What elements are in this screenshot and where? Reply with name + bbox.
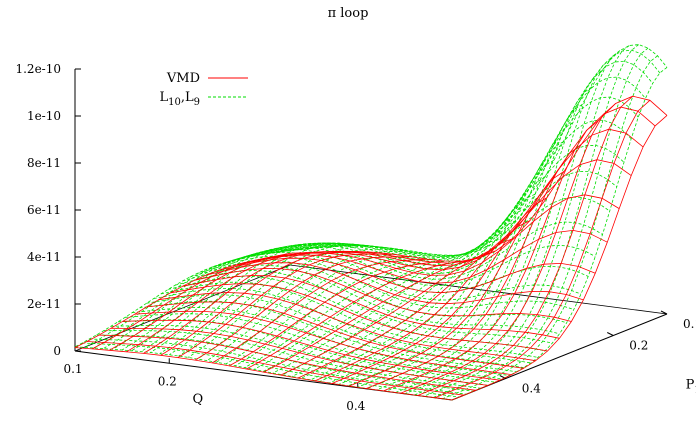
chart-title: π loop [327, 6, 369, 21]
p-tick-label: 0.4 [522, 382, 541, 396]
mesh-line-q [348, 141, 564, 387]
mesh-line-q [331, 197, 548, 384]
mesh-line-p [289, 44, 668, 256]
mesh-line-p [278, 106, 656, 264]
mesh-line-q [74, 250, 291, 348]
mesh-line-q [84, 249, 300, 348]
mesh-line-q [395, 59, 611, 393]
mesh-line-p [254, 119, 632, 263]
mesh-line-q [143, 251, 359, 354]
mesh-line-q [93, 248, 309, 349]
mesh-line-q [126, 250, 342, 353]
mesh-line-q [211, 258, 428, 364]
mesh-line-q [301, 220, 517, 379]
mesh-line-p [182, 275, 560, 339]
mesh-line-q [194, 256, 411, 361]
mesh-line-p [103, 330, 481, 389]
mesh-line-p [239, 170, 618, 270]
mesh-line-q [434, 100, 651, 399]
q-tick-label: 0.2 [158, 374, 177, 388]
mesh-line-p [268, 76, 646, 259]
mesh-line-q [160, 251, 376, 356]
mesh-line-q [187, 246, 404, 358]
mesh-line-p [158, 292, 536, 362]
mesh-line-q [442, 55, 658, 400]
mesh-line-q [404, 50, 621, 395]
surface-series-vmd [74, 95, 668, 401]
mesh-line-q [314, 220, 531, 382]
mesh-line-q [383, 120, 599, 392]
q-tick-label: 0.4 [346, 399, 365, 413]
mesh-line-p [261, 96, 639, 260]
mesh-line-q [291, 231, 507, 377]
legend: VMD L10,L9 [159, 71, 248, 108]
z-tick-label: 1e-10 [27, 109, 61, 123]
mesh-line-q [310, 208, 526, 381]
mesh-line-q [366, 144, 582, 389]
mesh-line-q [280, 250, 496, 376]
p-tick-mark [660, 310, 668, 315]
mesh-line-p [153, 287, 531, 364]
q-tick-label: 0.1 [63, 362, 82, 376]
q-axis-title: Q [192, 392, 203, 407]
z-tick-label: 6e-11 [27, 203, 61, 217]
mesh-line-q [400, 103, 616, 394]
mesh-line-q [451, 67, 668, 401]
mesh-line-q [263, 257, 479, 373]
mesh-line-p [225, 221, 603, 280]
legend-label: VMD [166, 71, 200, 86]
p-tick-mark [607, 332, 614, 336]
mesh-line-q [329, 177, 545, 384]
mesh-line-q [206, 251, 423, 361]
z-tick-label: 2e-11 [27, 297, 61, 311]
mesh-line-p [98, 334, 476, 391]
mesh-line-q [112, 246, 328, 350]
legend-label: L10,L9 [159, 90, 200, 108]
mesh-line-p [289, 95, 668, 262]
mesh-line-p [74, 347, 453, 401]
mesh-line-p [232, 196, 610, 274]
mesh-line-q [131, 243, 347, 352]
mesh-line-q [229, 260, 445, 367]
mesh-line-q [178, 244, 394, 357]
mesh-line-p [189, 260, 567, 324]
mesh-line-q [349, 170, 565, 387]
p-axis-title: P1 = P2 [686, 378, 696, 396]
mesh-line-q [282, 239, 498, 376]
mesh-line-q [246, 260, 462, 370]
mesh-line-q [451, 115, 668, 401]
mesh-line-q [319, 193, 536, 382]
mesh-line-q [177, 253, 393, 358]
z-tick-label: 8e-11 [27, 156, 61, 170]
z-tick-label: 4e-11 [27, 250, 61, 264]
z-tick-label: 0 [53, 344, 61, 358]
mesh-line-p [82, 342, 460, 398]
mesh-line-p [125, 313, 503, 380]
mesh-line-p [175, 269, 553, 344]
mesh-line-q [159, 242, 375, 354]
mesh-line-q [74, 252, 291, 348]
mesh-line-q [297, 238, 513, 379]
mesh-line-p [196, 255, 574, 310]
mesh-line-q [234, 254, 451, 367]
mesh-line-q [263, 250, 479, 372]
mesh-line-p [282, 49, 661, 257]
p-tick-label: 0.2 [629, 339, 648, 353]
mesh-line-p [275, 60, 654, 257]
labels-layer: 0 2e-11 4e-11 6e-11 8e-11 1e-10 1.2e-10 0.1 0.2 0… [15, 62, 696, 413]
p-tick-label: 0.1 [683, 317, 696, 331]
mesh-line-q [417, 95, 633, 396]
z-tick-label: 1.2e-10 [15, 62, 61, 76]
mesh-line-q [169, 243, 385, 356]
mesh-line-q [253, 253, 470, 370]
mesh-line-p [117, 319, 496, 383]
mesh-line-p [139, 300, 517, 373]
